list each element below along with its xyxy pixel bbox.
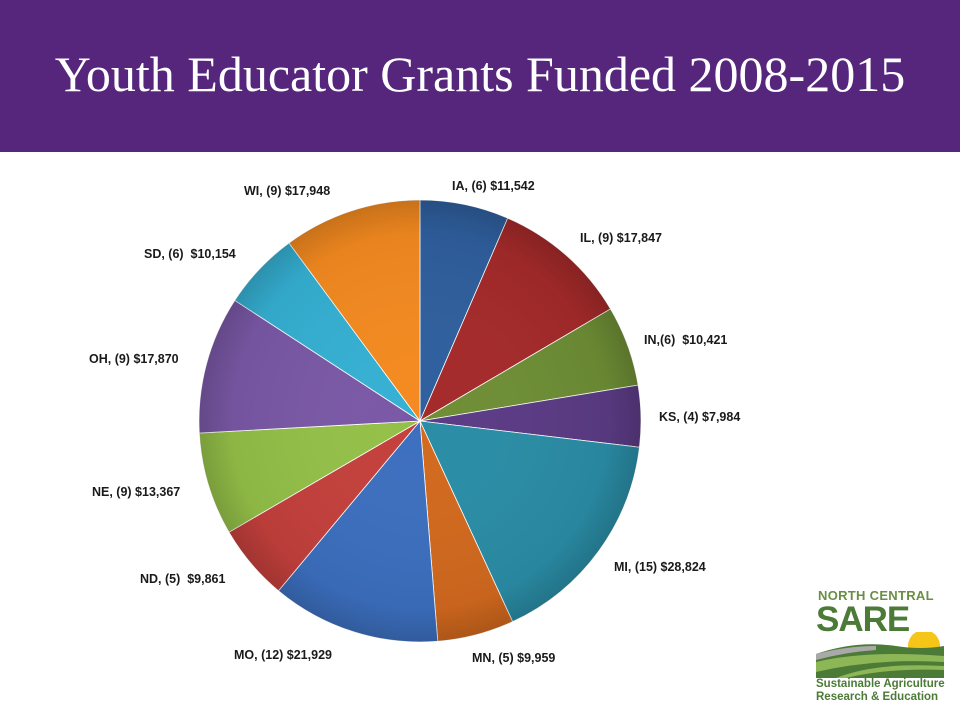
logo-line-2: Research & Education <box>816 691 939 703</box>
logo-line-1: Sustainable Agriculture <box>816 678 945 690</box>
logo-region-text: NORTH CENTRAL <box>818 588 934 603</box>
page-title: Youth Educator Grants Funded 2008-2015 <box>54 46 906 102</box>
slice-label-ne: NE, (9) $13,367 <box>92 485 180 499</box>
slice-label-nd: ND, (5) $9,861 <box>140 572 226 586</box>
slice-label-mi: MI, (15) $28,824 <box>614 560 706 574</box>
slice-label-mn: MN, (5) $9,959 <box>472 651 555 665</box>
slice-label-il: IL, (9) $17,847 <box>580 231 662 245</box>
slice-label-wi: WI, (9) $17,948 <box>244 184 330 198</box>
slice-label-ks: KS, (4) $7,984 <box>659 410 740 424</box>
slice-label-ia: IA, (6) $11,542 <box>452 179 535 193</box>
slice-label-oh: OH, (9) $17,870 <box>89 352 179 366</box>
slice-label-mo: MO, (12) $21,929 <box>234 648 332 662</box>
slice-label-in: IN,(6) $10,421 <box>644 333 727 347</box>
title-banner: Youth Educator Grants Funded 2008-2015 <box>0 0 960 152</box>
logo-subtitle: Sustainable Agriculture Research & Educa… <box>816 678 945 704</box>
field-sun-icon <box>816 632 944 678</box>
slice-label-sd: SD, (6) $10,154 <box>144 247 236 261</box>
logo-name: SARE <box>816 600 910 639</box>
sare-logo: NORTH CENTRAL SARE Sustainable Agricultu… <box>808 588 948 710</box>
